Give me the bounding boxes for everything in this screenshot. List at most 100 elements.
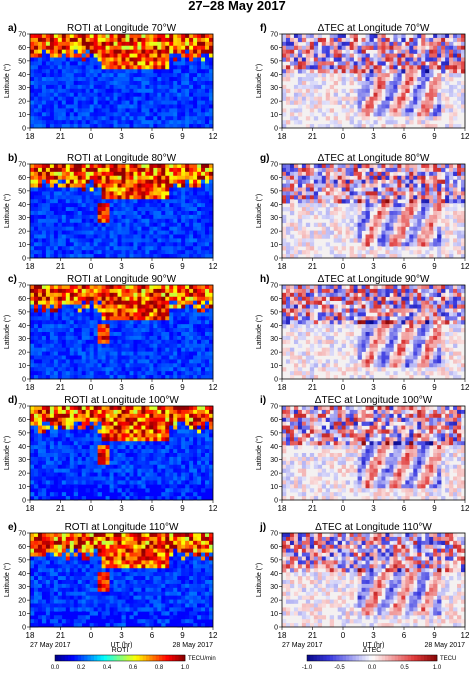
heatmap-cell bbox=[121, 222, 126, 227]
heatmap-cell bbox=[69, 167, 75, 173]
heatmap-cell bbox=[85, 552, 90, 557]
heatmap-cell bbox=[89, 421, 94, 426]
heatmap-cell bbox=[109, 433, 114, 438]
heatmap-cell bbox=[181, 568, 186, 573]
heatmap-cell bbox=[133, 560, 138, 565]
heatmap-cell bbox=[61, 88, 67, 94]
heatmap-cell bbox=[181, 351, 186, 356]
heatmap-cell bbox=[61, 34, 67, 39]
heatmap-cell bbox=[49, 421, 55, 426]
heatmap-cell bbox=[145, 73, 150, 78]
heatmap-cell bbox=[49, 292, 55, 298]
heatmap-cell bbox=[145, 425, 150, 430]
heatmap-cell bbox=[165, 288, 170, 294]
heatmap-cell bbox=[33, 564, 39, 569]
heatmap-cell bbox=[73, 304, 79, 309]
heatmap-cell bbox=[161, 61, 166, 66]
heatmap-cell bbox=[117, 84, 122, 90]
heatmap-cell bbox=[113, 367, 118, 372]
heatmap-cell bbox=[77, 347, 83, 352]
heatmap-cell bbox=[97, 533, 102, 538]
heatmap-cell bbox=[169, 468, 174, 473]
heatmap-cell bbox=[121, 108, 126, 113]
heatmap-cell bbox=[30, 324, 35, 329]
heatmap-cell bbox=[65, 34, 71, 39]
heatmap-cell bbox=[201, 296, 206, 301]
heatmap-cell bbox=[177, 406, 182, 411]
heatmap-cell bbox=[109, 406, 114, 411]
heatmap-cell bbox=[129, 250, 134, 255]
heatmap-cell bbox=[185, 222, 190, 227]
heatmap-cell bbox=[181, 285, 186, 290]
heatmap-cell bbox=[193, 49, 198, 54]
heatmap-cell bbox=[93, 453, 98, 458]
heatmap-cell bbox=[97, 167, 102, 173]
heatmap-cell bbox=[113, 234, 118, 239]
heatmap-cell bbox=[117, 456, 122, 462]
heatmap-cell bbox=[137, 300, 142, 305]
heatmap-cell bbox=[73, 355, 79, 360]
heatmap-cell bbox=[185, 304, 190, 309]
heatmap-cell bbox=[113, 453, 118, 458]
heatmap-cell bbox=[53, 335, 59, 341]
heatmap-cell bbox=[145, 53, 150, 58]
heatmap-cell bbox=[149, 45, 154, 50]
heatmap-cell bbox=[133, 226, 138, 231]
heatmap-cell bbox=[113, 108, 118, 113]
heatmap-cell bbox=[113, 406, 118, 411]
heatmap-cell bbox=[117, 312, 122, 317]
heatmap-cell bbox=[89, 250, 94, 255]
heatmap-cell bbox=[125, 429, 130, 434]
heatmap-cell bbox=[109, 328, 114, 333]
heatmap-cell bbox=[81, 371, 86, 376]
heatmap-cell bbox=[149, 288, 154, 294]
heatmap-cell bbox=[113, 203, 118, 208]
heatmap-cell bbox=[105, 238, 110, 243]
heatmap-cell bbox=[193, 564, 198, 569]
heatmap-cell bbox=[41, 300, 47, 305]
heatmap-cell bbox=[85, 536, 90, 542]
heatmap-cell bbox=[97, 234, 102, 239]
heatmap-cell bbox=[125, 568, 130, 573]
heatmap-cell bbox=[93, 234, 98, 239]
heatmap-cell bbox=[177, 572, 182, 577]
y-axis-label: Latitude (°) bbox=[3, 64, 11, 98]
heatmap-cell bbox=[101, 296, 106, 301]
heatmap-cell bbox=[169, 324, 174, 329]
heatmap-cell bbox=[205, 57, 210, 62]
heatmap-cell bbox=[85, 409, 90, 415]
heatmap-cell bbox=[45, 112, 51, 117]
heatmap-cell bbox=[61, 226, 67, 231]
heatmap-cell bbox=[113, 441, 118, 446]
heatmap-cell bbox=[65, 234, 71, 239]
heatmap-cell bbox=[169, 417, 174, 422]
heatmap-cell bbox=[65, 339, 71, 345]
heatmap-cell bbox=[125, 34, 130, 39]
heatmap-cell bbox=[165, 203, 170, 208]
heatmap-cell bbox=[165, 308, 170, 313]
heatmap-cell bbox=[205, 226, 210, 231]
heatmap-cell bbox=[93, 81, 98, 86]
heatmap-cell bbox=[181, 45, 186, 50]
heatmap-cell bbox=[189, 238, 194, 243]
heatmap-cell bbox=[97, 242, 102, 247]
heatmap-cell bbox=[89, 363, 94, 368]
heatmap-cell bbox=[37, 81, 43, 86]
heatmap-cell bbox=[125, 214, 130, 220]
heatmap-cell bbox=[73, 49, 79, 54]
heatmap-cell bbox=[61, 304, 67, 309]
heatmap-cell bbox=[169, 175, 174, 180]
heatmap-cell bbox=[101, 359, 106, 364]
heatmap-cell bbox=[185, 568, 190, 573]
heatmap-cell bbox=[81, 460, 86, 466]
heatmap-cell bbox=[93, 339, 98, 345]
heatmap-cell bbox=[81, 421, 86, 426]
heatmap-cell bbox=[105, 214, 110, 220]
heatmap-cell bbox=[157, 359, 162, 364]
heatmap-cell bbox=[169, 164, 174, 169]
heatmap-cell bbox=[105, 207, 110, 212]
heatmap-cell bbox=[30, 453, 35, 458]
heatmap-cell bbox=[85, 328, 90, 333]
heatmap-cell bbox=[117, 488, 122, 493]
heatmap-cell bbox=[37, 211, 43, 216]
